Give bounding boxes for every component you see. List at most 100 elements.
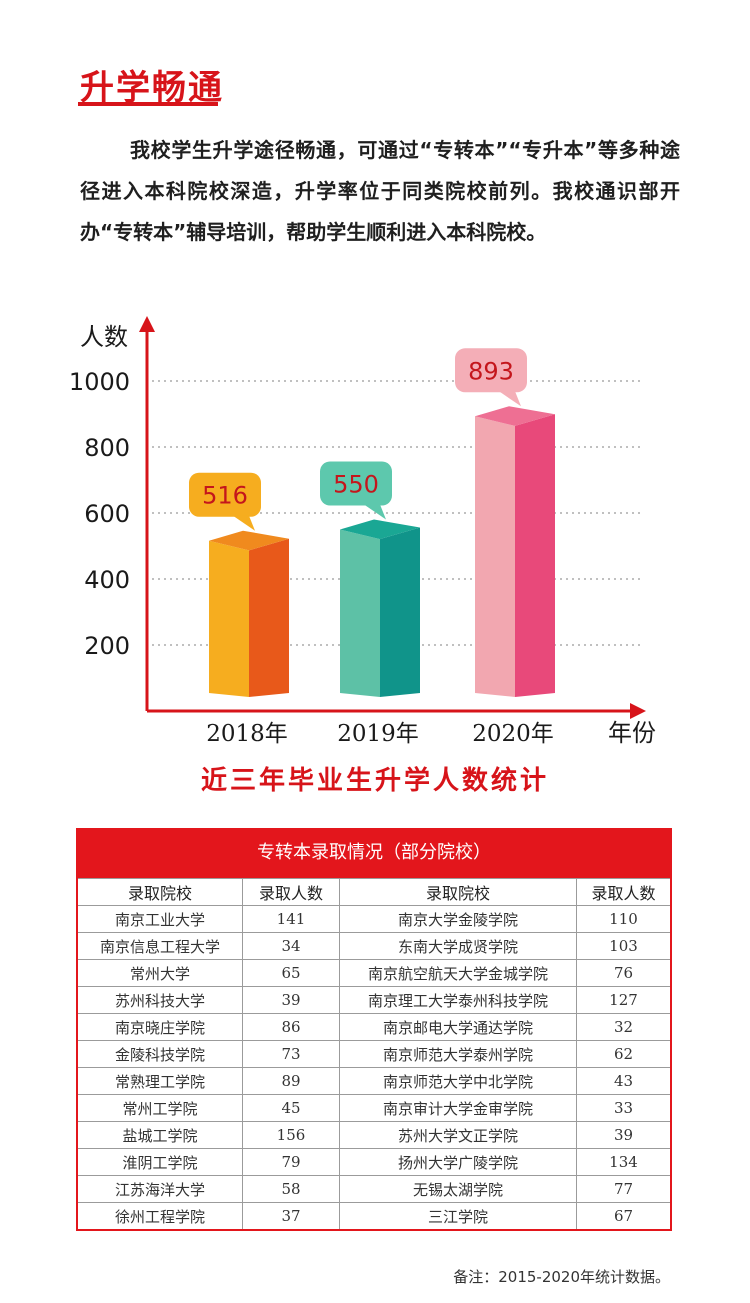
data-label-bubble (189, 472, 261, 517)
count-cell: 62 (576, 1040, 672, 1068)
chart-caption: 近三年毕业生升学人数统计 (200, 766, 549, 796)
school-cell: 南京审计大学金审学院 (339, 1094, 577, 1122)
y-axis-arrow (139, 316, 155, 332)
x-axis-label: 年份 (608, 719, 656, 747)
y-tick-label: 600 (84, 500, 130, 528)
table-row: 金陵科技学院 73 南京师范大学泰州学院 62 (76, 1040, 672, 1068)
section-title: 升学畅通 (80, 68, 224, 108)
table-row: 南京信息工程大学 34 东南大学成贤学院 103 (76, 932, 672, 960)
count-cell: 73 (242, 1040, 340, 1068)
school-cell: 南京大学金陵学院 (339, 905, 577, 933)
count-cell: 37 (242, 1202, 340, 1231)
x-tick-label: 2020年 (472, 721, 554, 747)
x-tick-label: 2018年 (206, 721, 288, 747)
school-cell: 南京师范大学中北学院 (339, 1067, 577, 1095)
y-tick-label: 400 (84, 566, 130, 594)
header-count-1: 录取人数 (242, 878, 340, 906)
count-cell: 39 (576, 1121, 672, 1149)
school-cell: 江苏海洋大学 (76, 1175, 243, 1203)
bar-front (209, 540, 249, 697)
count-cell: 43 (576, 1067, 672, 1095)
count-cell: 33 (576, 1094, 672, 1122)
data-label: 893 (468, 357, 514, 385)
school-cell: 苏州大学文正学院 (339, 1121, 577, 1149)
count-cell: 134 (576, 1148, 672, 1176)
y-tick-label: 200 (84, 632, 130, 660)
y-tick-label: 1000 (69, 368, 130, 396)
table-row: 常熟理工学院 89 南京师范大学中北学院 43 (76, 1067, 672, 1095)
bar-side (515, 414, 555, 697)
bar-side (380, 527, 420, 697)
school-cell: 盐城工学院 (76, 1121, 243, 1149)
school-cell: 金陵科技学院 (76, 1040, 243, 1068)
data-label-pointer (499, 391, 521, 407)
table-row: 南京晓庄学院 86 南京邮电大学通达学院 32 (76, 1013, 672, 1041)
school-cell: 常熟理工学院 (76, 1067, 243, 1095)
count-cell: 89 (242, 1067, 340, 1095)
admission-table-panel: 专转本录取情况（部分院校） 录取院校 录取人数 录取院校 录取人数 南京工业大学… (76, 828, 672, 1231)
bar-top (340, 519, 420, 540)
school-cell: 苏州科技大学 (76, 986, 243, 1014)
count-cell: 156 (242, 1121, 340, 1149)
table-row: 南京工业大学 141 南京大学金陵学院 110 (76, 905, 672, 933)
school-cell: 无锡太湖学院 (339, 1175, 577, 1203)
header-count-2: 录取人数 (576, 878, 672, 906)
school-cell: 东南大学成贤学院 (339, 932, 577, 960)
table-title: 专转本录取情况（部分院校） (76, 828, 672, 878)
count-cell: 32 (576, 1013, 672, 1041)
footnote: 备注：2015-2020年统计数据。 (453, 1268, 670, 1286)
school-cell: 南京信息工程大学 (76, 932, 243, 960)
y-tick-label: 800 (84, 434, 130, 462)
count-cell: 58 (242, 1175, 340, 1203)
school-cell: 三江学院 (339, 1202, 577, 1231)
count-cell: 127 (576, 986, 672, 1014)
data-label: 516 (202, 482, 248, 510)
school-cell: 南京晓庄学院 (76, 1013, 243, 1041)
table-row: 常州大学 65 南京航空航天大学金城学院 76 (76, 959, 672, 987)
table-row: 徐州工程学院 37 三江学院 67 (76, 1202, 672, 1231)
x-tick-label: 2019年 (337, 721, 419, 747)
school-cell: 南京邮电大学通达学院 (339, 1013, 577, 1041)
count-cell: 45 (242, 1094, 340, 1122)
data-label-pointer (233, 515, 255, 531)
school-cell: 淮阴工学院 (76, 1148, 243, 1176)
table-row: 盐城工学院 156 苏州大学文正学院 39 (76, 1121, 672, 1149)
table-row: 常州工学院 45 南京审计大学金审学院 33 (76, 1094, 672, 1122)
bar-top (209, 530, 289, 551)
table-header-row: 录取院校 录取人数 录取院校 录取人数 (76, 878, 672, 906)
count-cell: 39 (242, 986, 340, 1014)
school-cell: 南京工业大学 (76, 905, 243, 933)
x-axis-arrow (630, 703, 646, 719)
school-cell: 南京理工大学泰州科技学院 (339, 986, 577, 1014)
bar-side (249, 538, 289, 697)
admission-table: 录取院校 录取人数 录取院校 录取人数 南京工业大学 141 南京大学金陵学院 110… (76, 878, 672, 1231)
table-row: 江苏海洋大学 58 无锡太湖学院 77 (76, 1175, 672, 1203)
bar-top (475, 406, 555, 426)
count-cell: 34 (242, 932, 340, 960)
intro-paragraph: 我校学生升学途径畅通，可通过“专转本”“专升本”等多种途径进入本科院校深造，升学… (80, 138, 680, 244)
y-axis-label: 人数 (80, 323, 128, 351)
school-cell: 常州工学院 (76, 1094, 243, 1122)
count-cell: 141 (242, 905, 340, 933)
school-cell: 徐州工程学院 (76, 1202, 243, 1231)
data-label: 550 (333, 471, 379, 499)
count-cell: 86 (242, 1013, 340, 1041)
data-label-bubble (455, 348, 527, 393)
title-underline (78, 102, 218, 106)
header-school-2: 录取院校 (339, 878, 577, 906)
count-cell: 67 (576, 1202, 672, 1231)
count-cell: 110 (576, 905, 672, 933)
school-cell: 南京航空航天大学金城学院 (339, 959, 577, 987)
data-label-pointer (364, 504, 386, 520)
data-label-bubble (320, 461, 392, 506)
header-school-1: 录取院校 (76, 878, 243, 906)
school-cell: 常州大学 (76, 959, 243, 987)
bar-front (475, 416, 515, 697)
count-cell: 65 (242, 959, 340, 987)
school-cell: 扬州大学广陵学院 (339, 1148, 577, 1176)
count-cell: 103 (576, 932, 672, 960)
count-cell: 77 (576, 1175, 672, 1203)
table-row: 苏州科技大学 39 南京理工大学泰州科技学院 127 (76, 986, 672, 1014)
count-cell: 79 (242, 1148, 340, 1176)
